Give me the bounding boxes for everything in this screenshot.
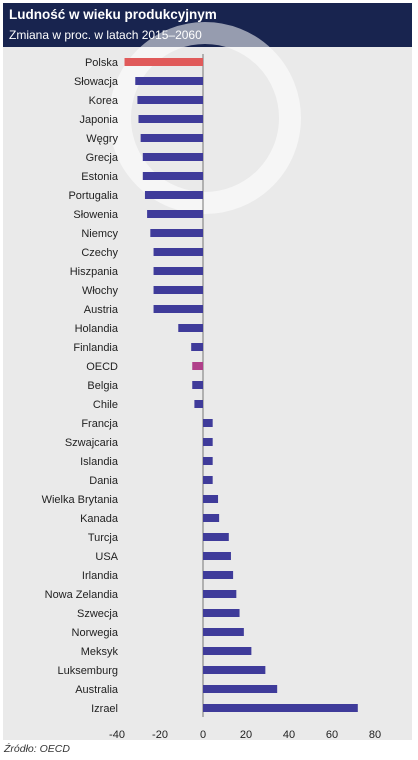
category-label: Kanada — [80, 513, 119, 525]
category-label: Irlandia — [82, 570, 119, 582]
bar-belgia — [192, 381, 203, 389]
bar-turcja — [203, 533, 229, 541]
category-label: Izrael — [91, 703, 118, 715]
category-label: Estonia — [81, 171, 119, 183]
bar-izrael — [203, 704, 358, 712]
bar-polska — [124, 58, 203, 66]
bar-holandia — [178, 324, 203, 332]
category-label: Słowenia — [73, 209, 119, 221]
category-label: Norwegia — [72, 627, 119, 639]
bar-estonia — [142, 172, 203, 180]
bar-niemcy — [150, 229, 203, 237]
category-label: Francja — [81, 418, 119, 430]
category-label: Chile — [93, 399, 118, 411]
bar-francja — [203, 419, 213, 427]
bar-portugalia — [144, 191, 203, 199]
category-label: Nowa Zelandia — [45, 589, 119, 601]
category-label: Grecja — [86, 152, 119, 164]
bar-irlandia — [203, 571, 234, 579]
bar-wegry — [140, 134, 203, 142]
bar-slowacja — [135, 77, 203, 85]
bar-meksyk — [203, 647, 252, 655]
bar-nowa-zelandia — [203, 590, 237, 598]
x-tick-label: 60 — [326, 729, 338, 741]
category-label: Niemcy — [81, 228, 118, 240]
category-label: Włochy — [82, 285, 119, 297]
category-label: Belgia — [87, 380, 118, 392]
category-label: Austria — [84, 304, 119, 316]
bar-austria — [153, 305, 203, 313]
chart-title: Ludność w wieku produkcyjnym — [9, 7, 217, 22]
x-tick-label: 0 — [200, 729, 206, 741]
bar-luksemburg — [203, 666, 266, 674]
bar-grecja — [142, 153, 203, 161]
category-label: Meksyk — [81, 646, 119, 658]
bar-kanada — [203, 514, 220, 522]
category-label: Polska — [85, 57, 119, 69]
category-label: Korea — [89, 95, 119, 107]
bar-wlochy — [153, 286, 203, 294]
category-label: Islandia — [80, 456, 119, 468]
category-label: Japonia — [79, 114, 118, 126]
category-label: Dania — [89, 475, 119, 487]
watermark-logo — [109, 22, 301, 214]
bar-australia — [203, 685, 278, 693]
bar-korea — [137, 96, 203, 104]
bar-slowenia — [147, 210, 203, 218]
category-label: Portugalia — [68, 190, 118, 202]
bar-szwajcaria — [203, 438, 213, 446]
bar-dania — [203, 476, 213, 484]
category-label: Szwajcaria — [65, 437, 119, 449]
category-label: Finlandia — [73, 342, 119, 354]
bar-islandia — [203, 457, 213, 465]
bar-usa — [203, 552, 231, 560]
category-label: Hiszpania — [70, 266, 119, 278]
category-label: OECD — [86, 361, 118, 373]
x-tick-label: 20 — [240, 729, 252, 741]
bar-czechy — [153, 248, 203, 256]
x-tick-label: -20 — [152, 729, 168, 741]
bar-oecd — [192, 362, 203, 370]
category-label: Szwecja — [77, 608, 119, 620]
category-label: Słowacja — [74, 76, 119, 88]
category-label: Australia — [75, 684, 119, 696]
category-label: Turcja — [88, 532, 119, 544]
bar-japonia — [138, 115, 203, 123]
category-label: USA — [95, 551, 118, 563]
bar-hiszpania — [153, 267, 203, 275]
category-label: Luksemburg — [57, 665, 118, 677]
category-label: Holandia — [75, 323, 119, 335]
bar-chile — [194, 400, 203, 408]
bar-szwecja — [203, 609, 240, 617]
bar-norwegia — [203, 628, 244, 636]
category-label: Czechy — [81, 247, 118, 259]
plot-background — [3, 47, 412, 740]
x-tick-label: 40 — [283, 729, 295, 741]
bar-wielka-brytania — [203, 495, 219, 503]
category-label: Węgry — [86, 133, 118, 145]
bar-finlandia — [191, 343, 203, 351]
x-tick-label: -40 — [109, 729, 125, 741]
source-note: Źródło: OECD — [4, 743, 70, 755]
category-label: Wielka Brytania — [42, 494, 119, 506]
x-tick-label: 80 — [369, 729, 381, 741]
